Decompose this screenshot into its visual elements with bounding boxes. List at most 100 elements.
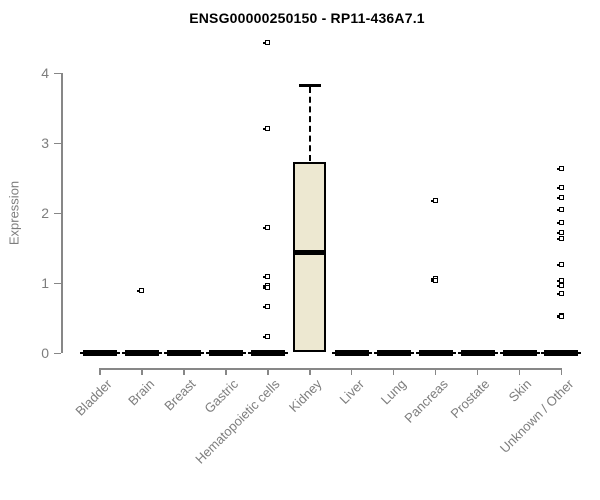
outlier-point [431, 197, 439, 203]
outlier-point [137, 287, 145, 293]
outlier-point [556, 230, 564, 236]
outlier-dash [137, 289, 141, 292]
outlier-dash [556, 209, 560, 211]
zero-median-bar [334, 350, 369, 356]
x-axis-tick-label: Liver [336, 376, 367, 407]
x-axis-tick [183, 368, 185, 375]
outlier-point [556, 195, 564, 201]
x-axis-tick-label: Skin [505, 376, 535, 405]
outlier-point [263, 273, 271, 279]
outlier-dash [431, 199, 435, 202]
x-axis-tick [225, 368, 227, 375]
chart-title: ENSG00000250150 - RP11-436A7.1 [189, 10, 425, 26]
outlier-point [556, 262, 564, 268]
outlier-dash [556, 293, 560, 295]
zero-median-bar [83, 350, 117, 356]
y-axis-tick-label: 4 [41, 65, 49, 81]
x-axis-tick-label: Kidney [285, 376, 325, 416]
y-axis-tick [54, 352, 61, 354]
outlier-dash [556, 316, 560, 319]
zero-median-bar [544, 350, 579, 356]
outlier-dash [263, 285, 267, 288]
y-axis-tick-label: 1 [41, 275, 49, 291]
outlier-dash [556, 167, 560, 170]
outlier-dash [556, 186, 560, 189]
outlier-point [556, 235, 564, 241]
outlier-point [556, 277, 564, 283]
outlier-dash [431, 279, 435, 282]
outlier-point [556, 184, 564, 190]
outlier-point [556, 282, 564, 288]
x-axis-line [100, 368, 562, 370]
x-axis-tick-label: Lung [377, 376, 409, 408]
zero-median-bar [418, 350, 453, 356]
x-axis-tick-label: Hematopoietic cells [192, 376, 283, 467]
x-axis-tick-label: Pancreas [401, 376, 451, 426]
outlier-dash [263, 305, 267, 308]
outlier-point [556, 165, 564, 171]
outlier-point [263, 225, 271, 231]
x-axis-tick [476, 368, 479, 375]
y-axis-tick [54, 72, 61, 74]
outlier-dash [263, 275, 267, 278]
x-axis-tick [99, 368, 101, 375]
x-axis-tick [518, 368, 521, 375]
outlier-dash [556, 232, 560, 235]
x-axis-tick [560, 368, 563, 375]
outlier-dash [556, 284, 560, 287]
y-axis-tick [54, 282, 61, 284]
x-axis-tick [392, 368, 395, 375]
y-axis-tick [54, 142, 61, 144]
outlier-dash [263, 127, 267, 130]
outlier-point [263, 125, 271, 131]
outlier-dash [556, 197, 560, 200]
zero-median-bar [124, 350, 159, 356]
x-axis-tick [434, 368, 437, 375]
outlier-dash [556, 314, 560, 317]
y-axis-tick [54, 212, 61, 214]
box [293, 161, 327, 352]
x-axis-tick-label: Breast [161, 376, 199, 414]
outlier-point [556, 314, 564, 320]
y-axis-line [61, 73, 63, 353]
outlier-point [556, 291, 564, 296]
x-axis-tick-label: Gastric [201, 376, 241, 417]
outlier-point [263, 333, 271, 339]
outlier-dash [263, 227, 267, 230]
x-axis-tick [141, 368, 143, 375]
x-axis-tick [350, 368, 353, 375]
x-axis-tick [267, 368, 269, 375]
zero-median-bar [250, 350, 285, 356]
outlier-point [556, 207, 564, 212]
outlier-point [556, 220, 564, 226]
outlier-dash [556, 264, 560, 267]
zero-median-bar [208, 350, 243, 356]
upper-whisker-cap [298, 83, 321, 87]
outlier-dash [263, 287, 267, 290]
outlier-dash [556, 279, 560, 282]
outlier-dash [431, 277, 435, 280]
y-axis-tick-label: 0 [41, 345, 49, 361]
zero-median-bar [502, 350, 537, 356]
x-axis-tick-label: Brain [124, 376, 157, 409]
zero-median-bar [376, 350, 411, 356]
outlier-dash [263, 42, 267, 45]
x-axis-tick [309, 368, 311, 375]
outlier-point [263, 285, 271, 291]
y-axis-tick-label: 3 [41, 135, 49, 151]
outlier-point [263, 40, 271, 46]
zero-median-bar [460, 350, 495, 356]
outlier-dash [556, 222, 560, 225]
upper-whisker [308, 86, 311, 161]
outlier-point [431, 277, 439, 283]
outlier-point [263, 303, 271, 309]
x-axis-tick-label: Prostate [447, 376, 493, 422]
outlier-dash [263, 335, 267, 338]
outlier-dash [556, 237, 560, 240]
y-axis-tick-label: 2 [41, 205, 49, 221]
x-axis-tick-label: Bladder [72, 376, 115, 419]
median-line [293, 249, 327, 255]
zero-median-bar [166, 350, 201, 356]
